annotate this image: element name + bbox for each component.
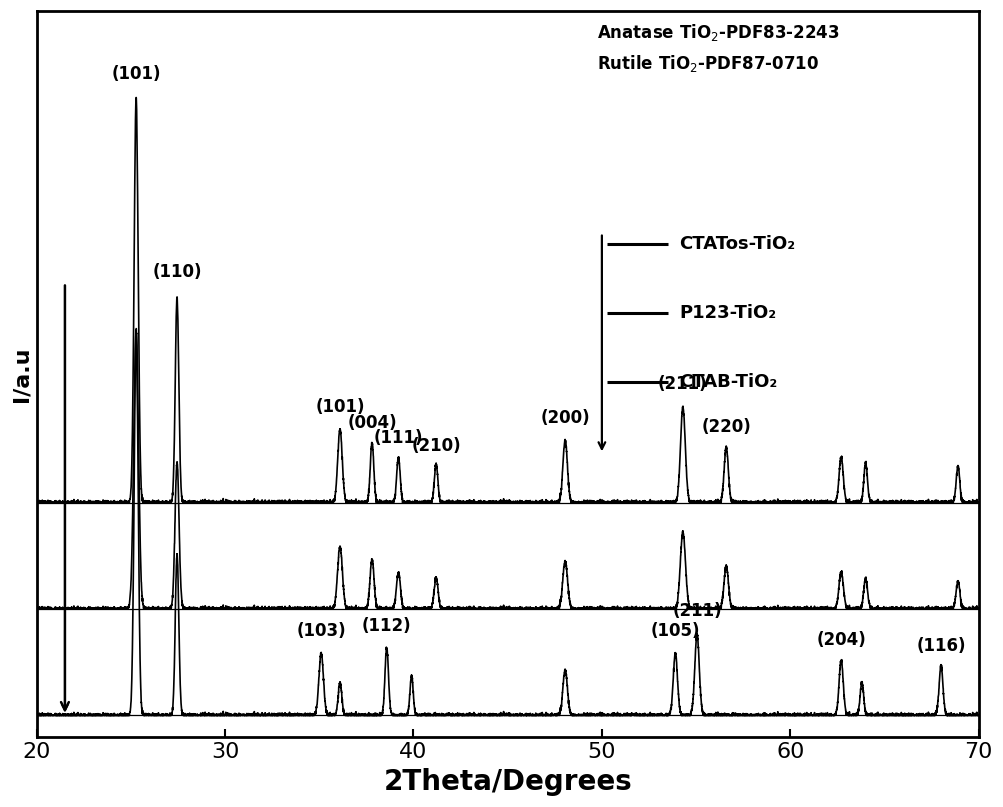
Text: CTAB-TiO₂: CTAB-TiO₂ [678,373,776,391]
Text: (101): (101) [111,65,160,83]
Text: (004): (004) [347,413,396,432]
Text: (220): (220) [701,418,750,436]
Text: (111): (111) [373,429,422,447]
Text: (112): (112) [361,617,411,635]
Text: (116): (116) [916,637,965,654]
Text: Anatase TiO$_2$-PDF83-2243
Rutile TiO$_2$-PDF87-0710: Anatase TiO$_2$-PDF83-2243 Rutile TiO$_2… [597,22,839,73]
Text: (101): (101) [315,398,364,416]
Text: (211): (211) [672,602,721,620]
Text: (110): (110) [152,263,202,281]
Y-axis label: I/a.u: I/a.u [11,346,31,402]
Text: (204): (204) [815,631,866,649]
Text: CTATos-TiO₂: CTATos-TiO₂ [678,235,794,253]
Text: (200): (200) [540,409,590,427]
X-axis label: 2Theta/Degrees: 2Theta/Degrees [383,768,632,796]
Text: (103): (103) [296,622,346,640]
Text: (211): (211) [657,374,707,393]
Text: (210): (210) [411,437,460,455]
Text: P123-TiO₂: P123-TiO₂ [678,303,775,321]
Text: (105): (105) [650,622,699,640]
